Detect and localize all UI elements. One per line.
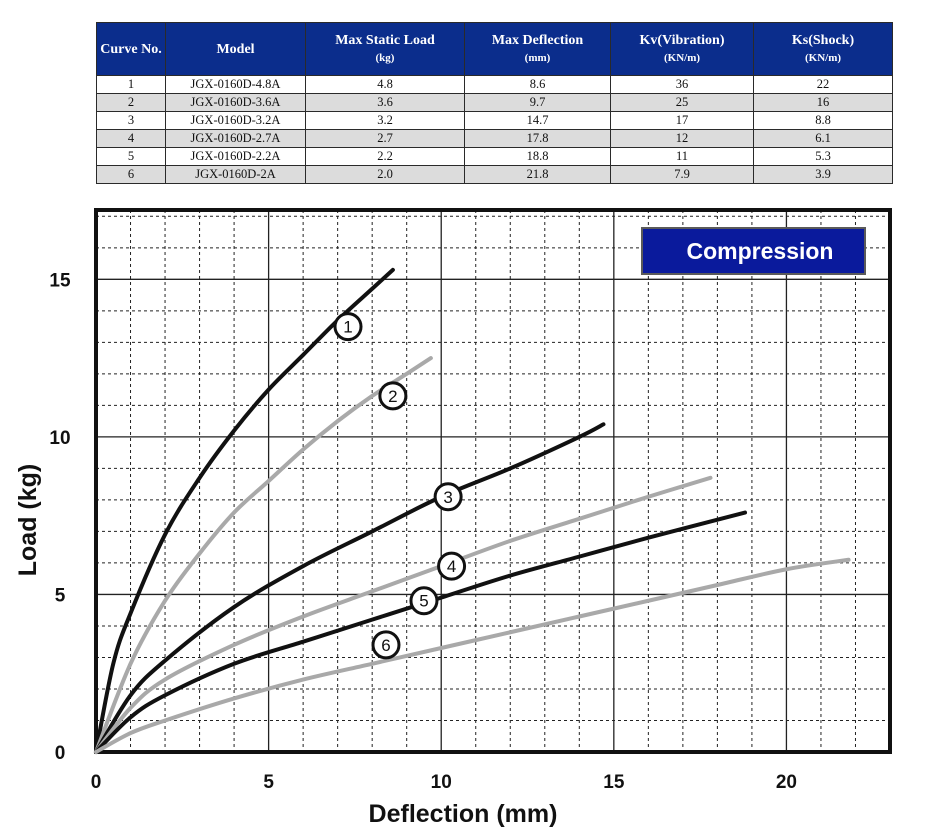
cell-ks: 6.1 xyxy=(753,129,893,148)
x-tick-label: 5 xyxy=(263,772,274,793)
col-header-max-deflection: Max Deflection (mm) xyxy=(464,22,611,76)
cell-model: JGX-0160D-2.7A xyxy=(165,129,306,148)
cell-kv: 17 xyxy=(610,111,754,130)
spec-table-body: 1 JGX-0160D-4.8A 4.8 8.6 36 22 2 JGX-016… xyxy=(96,75,893,184)
y-tick-label: 0 xyxy=(55,743,66,764)
curve-marker-3: 3 xyxy=(433,482,463,512)
marker-layer: 1 2 3 45 6 xyxy=(333,312,467,660)
y-tick-label: 15 xyxy=(49,270,71,291)
cell-curve-no: 5 xyxy=(96,147,166,166)
curve-marker-4: 4 xyxy=(437,551,467,581)
cell-curve-no: 3 xyxy=(96,111,166,130)
spec-table-head: Curve No. Model Max Static Load (kg) Max … xyxy=(96,22,893,76)
curve-marker-label: 2 xyxy=(388,387,397,406)
legend-box: Compression xyxy=(641,227,866,275)
spec-table: Curve No. Model Max Static Load (kg) Max … xyxy=(96,22,893,184)
col-header-curve-no: Curve No. xyxy=(96,22,166,76)
x-tick-labels: 0 5 10 15 20 xyxy=(91,772,797,793)
table-row: 4 JGX-0160D-2.7A 2.7 17.8 12 6.1 xyxy=(96,129,893,148)
curve-marker-label: 1 xyxy=(343,318,352,337)
cell-load: 2.7 xyxy=(305,129,465,148)
x-tick-label: 20 xyxy=(776,772,797,793)
curve-marker-circle xyxy=(333,312,363,342)
y-tick-label: 5 xyxy=(55,585,66,606)
cell-load: 4.8 xyxy=(305,75,465,94)
cell-deflection: 8.6 xyxy=(464,75,611,94)
col-header-kv: Kv(Vibration) (KN/m) xyxy=(610,22,754,76)
header-row: Curve No. Model Max Static Load (kg) Max … xyxy=(96,22,893,76)
cell-model: JGX-0160D-4.8A xyxy=(165,75,306,94)
cell-model: JGX-0160D-2A xyxy=(165,165,306,184)
table-row: 6 JGX-0160D-2A 2.0 21.8 7.9 3.9 xyxy=(96,165,893,184)
unit-label: (KN/m) xyxy=(804,52,842,64)
curve-marker-1: 1 xyxy=(333,312,363,342)
curve-marker-label: 6 xyxy=(381,636,390,655)
curve-marker-circle xyxy=(378,381,408,411)
series-line-curve-6 xyxy=(94,557,851,754)
table-row: 1 JGX-0160D-4.8A 4.8 8.6 36 22 xyxy=(96,75,893,94)
cell-kv: 36 xyxy=(610,75,754,94)
col-header-max-static-load: Max Static Load (kg) xyxy=(305,22,465,76)
cell-load: 2.2 xyxy=(305,147,465,166)
cell-model: JGX-0160D-3.2A xyxy=(165,111,306,130)
unit-label: (mm) xyxy=(524,52,551,64)
cell-ks: 8.8 xyxy=(753,111,893,130)
table-row: 5 JGX-0160D-2.2A 2.2 18.8 11 5.3 xyxy=(96,147,893,166)
cell-ks: 16 xyxy=(753,93,893,112)
series-line-curve-3 xyxy=(94,422,606,754)
cell-curve-no: 4 xyxy=(96,129,166,148)
curve-marker-circle xyxy=(371,630,401,660)
col-header-model: Model xyxy=(165,22,306,76)
x-tick-label: 0 xyxy=(91,772,102,793)
legend-title-background xyxy=(641,227,866,275)
curve-marker-label: 3 xyxy=(443,488,452,507)
cell-deflection: 17.8 xyxy=(464,129,611,148)
curve-marker-circle xyxy=(433,482,463,512)
cell-kv: 12 xyxy=(610,129,754,148)
cell-load: 3.6 xyxy=(305,93,465,112)
cell-kv: 7.9 xyxy=(610,165,754,184)
cell-curve-no: 1 xyxy=(96,75,166,94)
y-tick-label: 10 xyxy=(49,428,70,449)
curve-marker-circle xyxy=(409,586,439,616)
curve-marker-label: 4 xyxy=(447,557,456,576)
chart-title: Compression xyxy=(687,238,834,264)
table-row: 3 JGX-0160D-3.2A 3.2 14.7 17 8.8 xyxy=(96,111,893,130)
cell-load: 3.2 xyxy=(305,111,465,130)
cell-model: JGX-0160D-3.6A xyxy=(165,93,306,112)
cell-deflection: 9.7 xyxy=(464,93,611,112)
curve-marker-5: 5 xyxy=(409,586,439,616)
series-line-curve-4 xyxy=(94,475,713,754)
cell-ks: 5.3 xyxy=(753,147,893,166)
cell-kv: 25 xyxy=(610,93,754,112)
grid xyxy=(96,210,890,752)
col-header-ks: Ks(Shock) (KN/m) xyxy=(753,22,893,76)
curve-marker-6: 6 xyxy=(371,630,401,660)
cell-load: 2.0 xyxy=(305,165,465,184)
curve-marker-2: 2 xyxy=(378,381,408,411)
cell-model: JGX-0160D-2.2A xyxy=(165,147,306,166)
x-tick-label: 15 xyxy=(603,772,625,793)
cell-curve-no: 6 xyxy=(96,165,166,184)
plot-frame xyxy=(94,208,892,754)
x-tick-label: 10 xyxy=(431,772,452,793)
cell-deflection: 18.8 xyxy=(464,147,611,166)
curve-marker-circle xyxy=(437,551,467,581)
y-tick-labels: 0 5 10 15 xyxy=(49,270,71,764)
cell-ks: 3.9 xyxy=(753,165,893,184)
unit-label: (kg) xyxy=(375,52,395,64)
cell-deflection: 14.7 xyxy=(464,111,611,130)
curve-marker-label: 5 xyxy=(419,592,428,611)
cell-ks: 22 xyxy=(753,75,893,94)
y-axis-title: Load (kg) xyxy=(14,464,42,577)
table-row: 2 JGX-0160D-3.6A 3.6 9.7 25 16 xyxy=(96,93,893,112)
plot-area xyxy=(96,210,890,752)
series-line-curve-5 xyxy=(94,510,748,754)
x-axis-title: Deflection (mm) xyxy=(369,800,558,828)
cell-deflection: 21.8 xyxy=(464,165,611,184)
cell-curve-no: 2 xyxy=(96,93,166,112)
cell-kv: 11 xyxy=(610,147,754,166)
unit-label: (KN/m) xyxy=(663,52,701,64)
